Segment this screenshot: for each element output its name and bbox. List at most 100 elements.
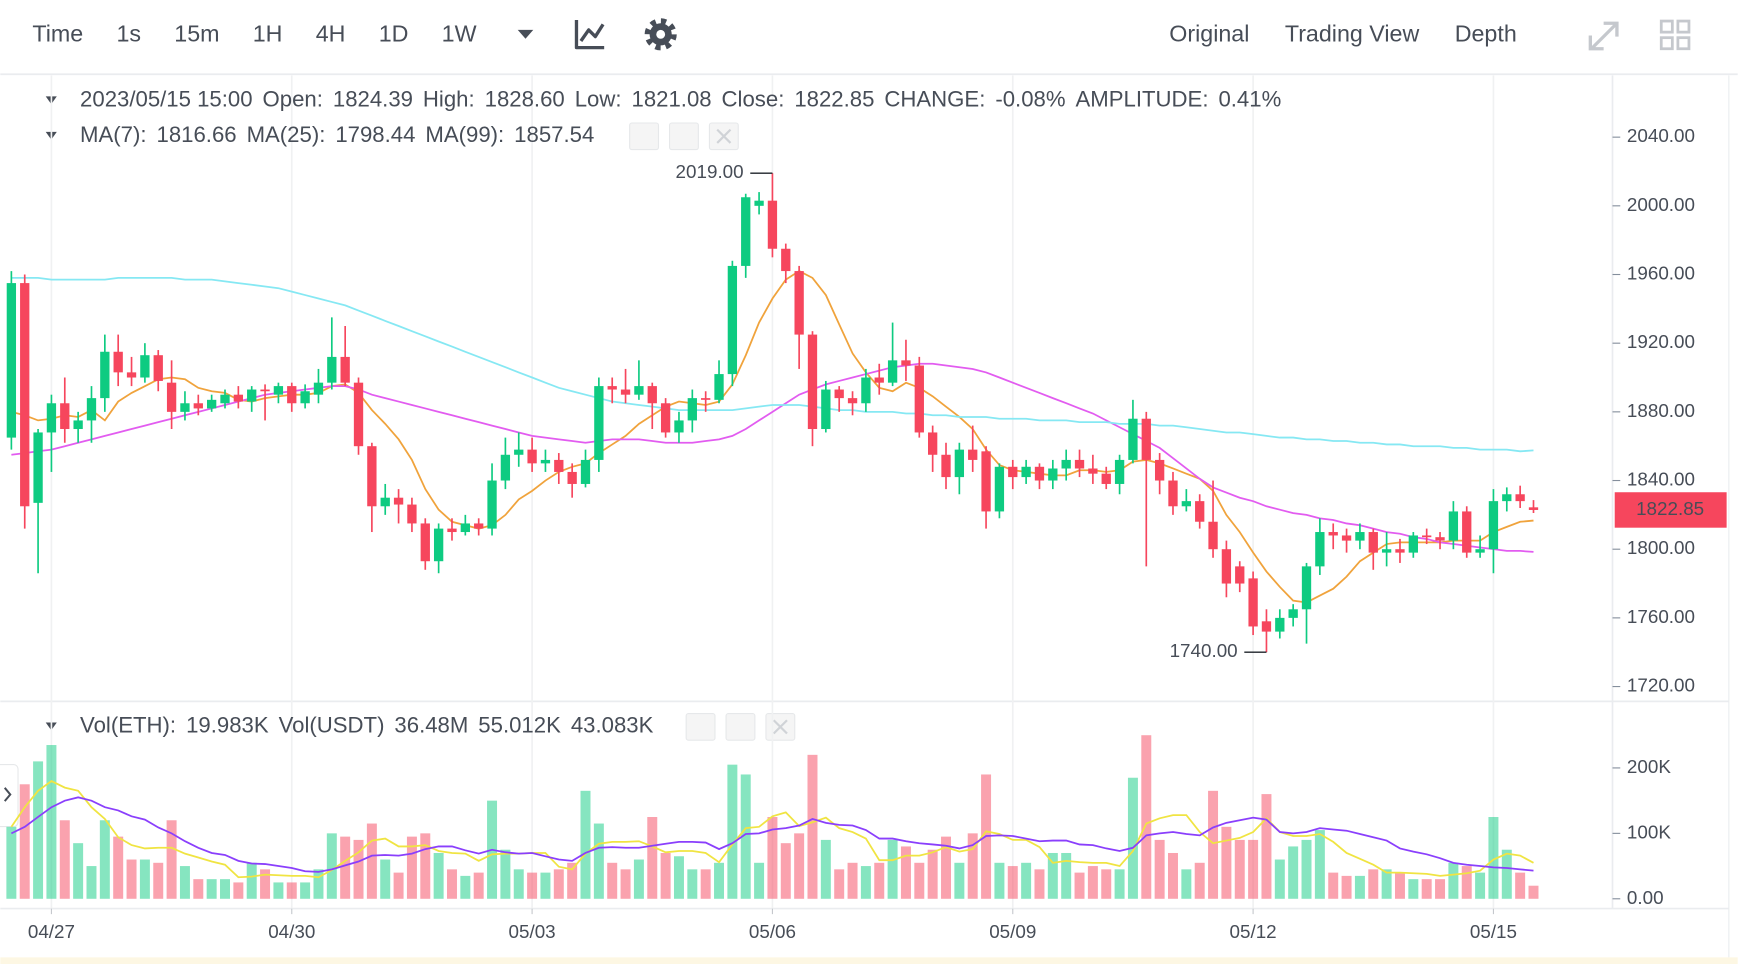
legend-value: 1857.54 (514, 122, 594, 147)
candle-body (1288, 609, 1298, 618)
legend-label: Close: (722, 87, 785, 112)
volume-bar (1421, 879, 1432, 899)
volume-bar (593, 823, 604, 899)
volume-bar (887, 839, 898, 899)
interval-button[interactable]: Time (32, 21, 83, 47)
volume-bar (727, 764, 738, 899)
volume-bar (6, 826, 17, 899)
x-tick-label: 05/09 (989, 921, 1036, 942)
candle-body (1154, 459, 1165, 481)
candle-body (1462, 511, 1472, 553)
candle-body (33, 432, 43, 503)
vol-tools[interactable] (685, 713, 796, 741)
volume-bar (1141, 735, 1152, 899)
y-tick-label: 1880.00 (1627, 400, 1695, 421)
volume-bar (874, 862, 885, 899)
candle-body (847, 398, 858, 404)
legend-value: 1821.08 (631, 87, 711, 112)
volume-bar (1488, 816, 1499, 899)
view-button[interactable]: Trading View (1285, 21, 1420, 47)
volume-bar (1288, 846, 1299, 899)
interval-dropdown[interactable] (517, 29, 534, 39)
volume-bar (1101, 869, 1112, 899)
interval-button[interactable]: 15m (174, 21, 219, 47)
legend-label: AMPLITUDE: (1076, 87, 1209, 112)
interval-button[interactable]: 1D (379, 21, 409, 47)
volume-bar (380, 859, 391, 899)
legend-value: 1828.60 (485, 87, 565, 112)
candle-body (1221, 549, 1232, 584)
volume-bar (647, 816, 658, 899)
candle-body (327, 356, 337, 383)
legend-label: MA(99): (425, 122, 504, 147)
candle-body (514, 449, 524, 455)
candle-body (1341, 535, 1352, 541)
candle-body (1261, 621, 1272, 632)
volume-bar (246, 862, 257, 899)
volume-bar (1221, 826, 1232, 899)
candle-body (100, 351, 110, 399)
indicator-icon[interactable] (574, 19, 605, 50)
volume-bar (1007, 866, 1018, 899)
volume-bar (1034, 869, 1045, 899)
view-button[interactable]: Original (1169, 21, 1249, 47)
candle-body (273, 386, 284, 395)
candle-body (6, 283, 17, 438)
volume-bar (233, 882, 244, 899)
candle-body (1235, 566, 1245, 584)
volume-bar (567, 862, 578, 899)
candle-body (220, 394, 230, 404)
layout-icon[interactable] (1659, 19, 1691, 51)
candle-body (781, 248, 791, 272)
volume-bar (1087, 866, 1098, 899)
candle-body (287, 386, 297, 404)
interval-button[interactable]: 4H (316, 21, 346, 47)
candle-body (1435, 537, 1445, 541)
candle-body (1195, 501, 1205, 522)
side-tab[interactable] (0, 763, 19, 828)
candle-body (1074, 459, 1085, 469)
volume-bar (1381, 869, 1392, 899)
candle-body (994, 466, 1005, 512)
candle-body (447, 528, 457, 533)
fullscreen-icon[interactable] (1588, 21, 1619, 51)
candle-body (20, 283, 30, 507)
ma-tools[interactable] (629, 122, 739, 151)
interval-button[interactable]: 1s (116, 21, 141, 47)
volume-bar (847, 862, 858, 899)
view-button[interactable]: Depth (1455, 21, 1517, 47)
volume-bar (220, 879, 230, 899)
y-tick-label: 1920.00 (1627, 331, 1695, 352)
legend-label: Vol(ETH): (80, 713, 176, 738)
volume-bar (994, 862, 1005, 899)
settings-icon[interactable] (644, 18, 677, 51)
candle-body (1515, 494, 1525, 502)
volume-bar (113, 836, 124, 899)
volume-bar (59, 820, 70, 899)
legend-value: 43.083K (571, 713, 654, 738)
volume-bar (1408, 879, 1419, 899)
x-tick-label: 04/27 (28, 921, 75, 942)
candle-body (60, 403, 70, 430)
volume-bar (86, 866, 97, 899)
interval-button[interactable]: 1W (442, 21, 477, 47)
candle-body (247, 389, 257, 402)
volume-bar (900, 846, 911, 899)
volume-bar (914, 862, 925, 899)
legend-label: Vol(USDT) (279, 713, 385, 738)
volume-bar (553, 869, 564, 899)
candle-body (1328, 532, 1338, 536)
volume-bar (1314, 830, 1325, 899)
volume-bar (1501, 849, 1512, 899)
volume-bar (1461, 866, 1472, 899)
legend-label: Open: (263, 87, 323, 112)
volume-bar (473, 872, 484, 899)
candle-body (1208, 521, 1218, 550)
interval-button[interactable]: 1H (253, 21, 283, 47)
x-tick-label: 05/15 (1470, 921, 1517, 942)
volume-bar (1515, 872, 1526, 899)
candle-body (567, 471, 577, 484)
candle-body (1021, 466, 1031, 478)
volume-bar (313, 869, 324, 899)
